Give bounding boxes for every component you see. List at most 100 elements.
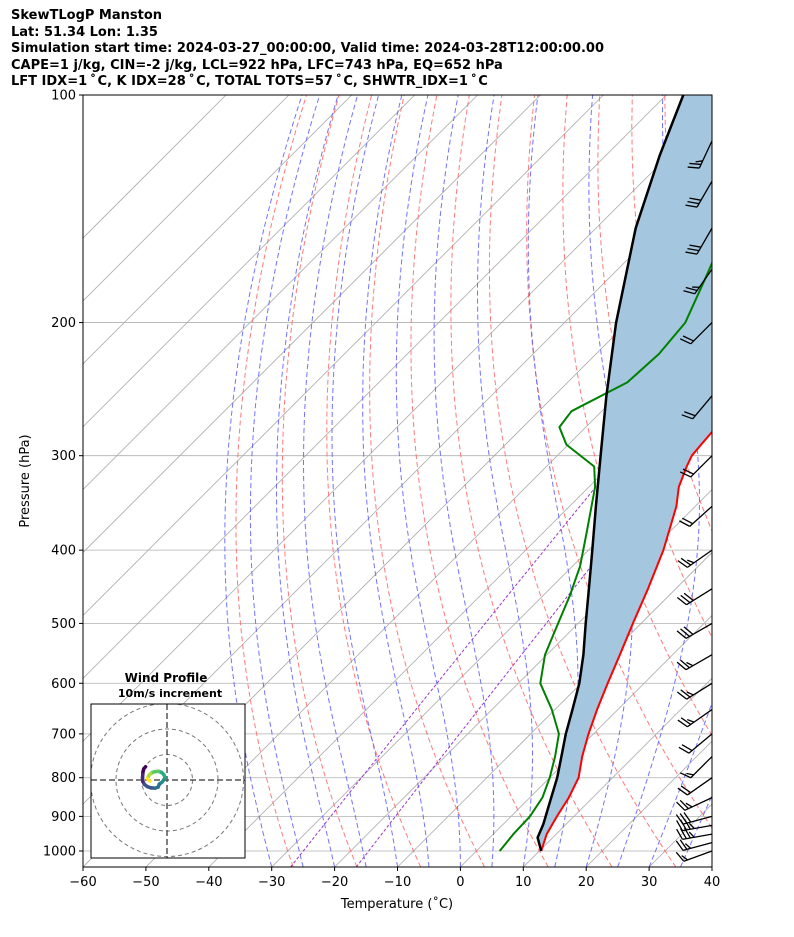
wind-barb [679, 505, 713, 527]
dry-adiabat-line [410, 95, 549, 867]
moist-adiabat-line [276, 95, 339, 867]
y-tick-label: 500 [51, 617, 76, 632]
hodograph-plot [91, 704, 245, 858]
x-tick-label: 40 [704, 875, 721, 890]
y-tick-label: 400 [51, 544, 76, 559]
y-tick-label: 600 [51, 677, 76, 692]
y-tick-label: 300 [51, 449, 76, 464]
isotherm-line [145, 300, 712, 867]
hodograph-panel: Wind Profile 10m/s increment [90, 671, 246, 859]
x-tick-label: 10 [515, 875, 532, 890]
isotherm-line [83, 95, 604, 616]
isotherm-line [83, 95, 415, 428]
y-tick-label: 100 [51, 89, 76, 104]
dry-adiabat-line [730, 95, 794, 867]
wind-barb [675, 850, 713, 862]
moist-adiabat-line [711, 865, 712, 867]
chart-header: SkewTLogP Manston Lat: 51.34 Lon: 1.35 S… [11, 8, 604, 91]
moist-adiabat-line [303, 95, 367, 867]
moist-adiabat-line [249, 95, 321, 867]
stability-indices: LFT IDX=1 ˚ C, K IDX=28 ˚ C, TOTAL TOTS=… [11, 74, 488, 89]
simulation-times: Simulation start time: 2024-03-27_00:00:… [11, 41, 604, 56]
wind-barb [675, 839, 713, 852]
x-tick-label: −20 [321, 875, 348, 890]
wind-barb [675, 812, 713, 825]
x-tick-label: 0 [456, 875, 464, 890]
wind-barb [678, 733, 713, 754]
x-tick-label: −40 [195, 875, 222, 890]
moist-adiabat-line [362, 95, 430, 867]
y-tick-label: 1000 [43, 844, 76, 859]
wind-barb [683, 268, 713, 295]
mixing-ratio-line [355, 455, 680, 867]
parcel-profile [536, 95, 685, 852]
isotherm-line [397, 551, 712, 867]
moist-adiabat-line [648, 701, 712, 867]
cape-shading [537, 95, 712, 851]
dry-adiabat-line [369, 95, 485, 867]
hodograph-frame [90, 703, 246, 859]
dry-adiabat-line [763, 95, 794, 867]
x-tick-label: −10 [384, 875, 411, 890]
dry-adiabat-line [235, 95, 307, 867]
y-tick-label: 700 [51, 727, 76, 742]
x-axis-label: Temperature (˚C) [340, 896, 453, 912]
dry-adiabat-line [450, 95, 613, 867]
isotherm-line [711, 866, 712, 867]
isotherm-line [83, 95, 541, 554]
station-location: Lat: 51.34 Lon: 1.35 [11, 24, 158, 40]
dry-adiabat-line [562, 95, 712, 737]
isotherm-line [83, 95, 667, 679]
x-tick-label: 30 [641, 875, 658, 890]
wind-barb [687, 140, 713, 169]
hodograph-title: Wind Profile [125, 671, 208, 685]
wind-barb [676, 682, 713, 700]
wind-barb [677, 549, 713, 568]
hodograph-segment [146, 778, 152, 783]
isotherm-line [334, 489, 712, 867]
temperature-profile [540, 430, 712, 852]
moist-adiabat-line [331, 95, 398, 867]
isotherm-line [523, 677, 712, 867]
moist-adiabat-line [224, 95, 303, 867]
isotherm-line [83, 95, 478, 491]
x-tick-label: −60 [69, 875, 96, 890]
moist-adiabat-line [395, 95, 461, 867]
moist-adiabat-line [744, 78, 794, 867]
wind-barb [685, 180, 713, 208]
isotherm-line [83, 111, 712, 742]
x-tick-label: −50 [132, 875, 159, 890]
moist-adiabat-line [433, 95, 495, 867]
wind-barb [679, 756, 713, 779]
y-axis-label: Pressure (hPa) [18, 434, 33, 527]
dry-adiabat-line [281, 95, 358, 867]
wind-barb [676, 797, 713, 811]
wind-barb [677, 709, 713, 728]
moist-adiabat-line [680, 794, 712, 867]
plot-layer [83, 78, 794, 867]
y-tick-label: 800 [51, 771, 76, 786]
mixing-ratio-line [290, 455, 622, 867]
isotherm-line [83, 95, 290, 302]
moist-adiabat-line [617, 95, 701, 867]
convective-parameters: CAPE=1 j/kg, CIN=-2 j/kg, LCL=922 hPa, L… [11, 57, 503, 73]
axes: Temperature (˚C) Pressure (hPa) 10020030… [18, 89, 720, 913]
wind-barb [679, 322, 713, 345]
wind-barbs [675, 140, 713, 862]
hodograph-ring [91, 704, 244, 857]
wind-barb [679, 455, 713, 478]
x-tick-label: −30 [258, 875, 285, 890]
wind-barb [676, 622, 713, 639]
chart-title: SkewTLogP Manston [11, 8, 163, 23]
y-tick-label: 900 [51, 810, 76, 825]
isotherm-line [460, 614, 712, 867]
isotherm-line [83, 95, 353, 365]
wind-barb [685, 227, 713, 255]
wind-barb [676, 654, 713, 671]
hodograph-subtitle: 10m/s increment [118, 687, 222, 700]
wind-barb [681, 395, 713, 420]
dewpoint-profile [498, 260, 712, 852]
y-tick-label: 200 [51, 316, 76, 331]
x-tick-label: 20 [578, 875, 595, 890]
